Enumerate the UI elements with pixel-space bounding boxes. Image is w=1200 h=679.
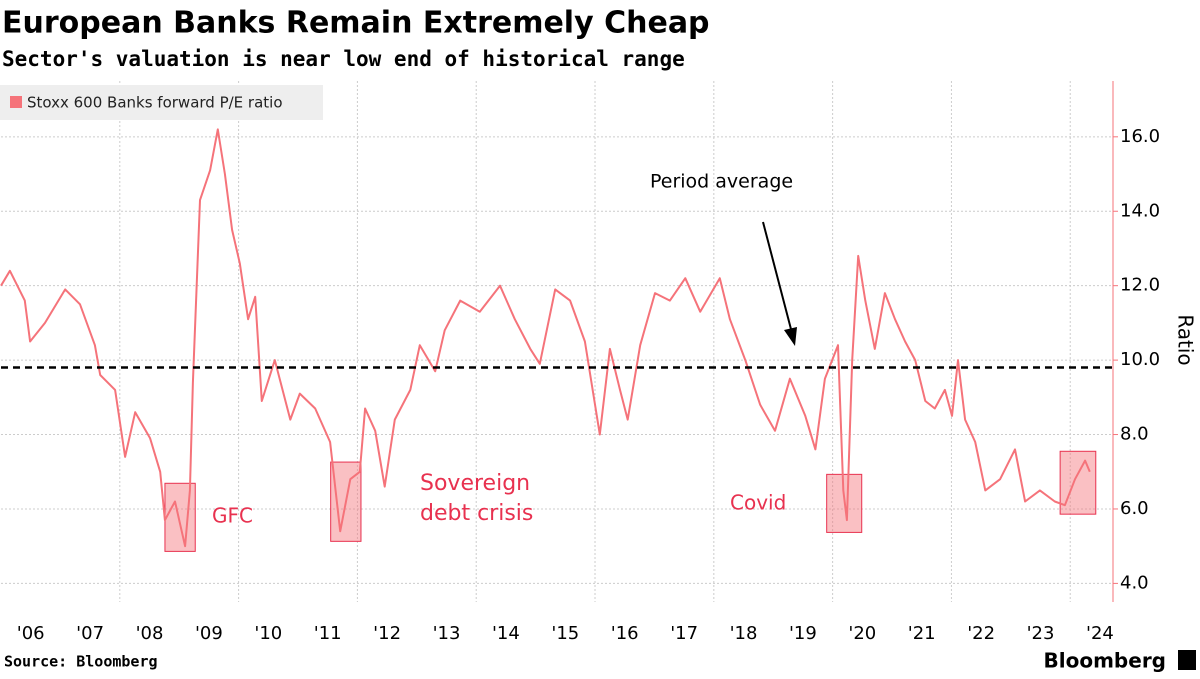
source: Source: Bloomberg	[4, 653, 158, 671]
y-tick-label: 6.0	[1120, 498, 1149, 519]
y-tick-label: 16.0	[1120, 126, 1160, 147]
highlight-label: GFC	[212, 504, 253, 528]
x-tick-label: '08	[136, 623, 164, 644]
x-tick-label: '10	[254, 623, 282, 644]
arrow-head	[784, 327, 797, 346]
x-tick-label: '23	[1027, 623, 1055, 644]
x-tick-label: '14	[492, 623, 520, 644]
x-tick-label: '06	[17, 623, 45, 644]
highlight-box	[164, 482, 196, 552]
x-tick-label: '13	[433, 623, 461, 644]
reference-label: Period average	[650, 171, 793, 193]
x-tick-label: '22	[967, 623, 995, 644]
x-tick-label: '19	[789, 623, 817, 644]
brand: Bloomberg	[1044, 649, 1166, 673]
y-tick-label: 10.0	[1120, 349, 1160, 370]
highlight-label: Sovereign debt crisis	[420, 471, 533, 526]
x-tick-label: '11	[314, 623, 342, 644]
chart-title: European Banks Remain Extremely Cheap	[2, 6, 710, 41]
x-tick-label: '15	[551, 623, 579, 644]
brand-icon	[1178, 650, 1196, 670]
x-tick-label: '21	[908, 623, 936, 644]
data-line	[0, 128, 1091, 548]
x-tick-label: '16	[611, 623, 639, 644]
legend-background	[0, 85, 323, 120]
x-tick-label: '18	[730, 623, 758, 644]
x-tick-label: '07	[76, 623, 104, 644]
y-tick-label: 14.0	[1120, 200, 1160, 221]
x-tick-label: '09	[195, 623, 223, 644]
x-tick-label: '12	[373, 623, 401, 644]
legend-swatch	[10, 96, 22, 108]
legend: Stoxx 600 Banks forward P/E ratio	[0, 85, 323, 120]
y-tick-label: 12.0	[1120, 275, 1160, 296]
y-tick-label: 8.0	[1120, 424, 1149, 445]
y-axis-label: Ratio	[1174, 314, 1198, 365]
arrow	[762, 221, 793, 334]
x-tick-label: '24	[1086, 623, 1114, 644]
x-tick-label: '20	[848, 623, 876, 644]
x-tick-label: '17	[670, 623, 698, 644]
y-tick-label: 4.0	[1120, 572, 1149, 593]
legend-label: Stoxx 600 Banks forward P/E ratio	[27, 94, 283, 112]
chart-subtitle: Sector's valuation is near low end of hi…	[2, 47, 685, 71]
plot: GFC Sovereign debt crisis Covid	[0, 81, 1113, 602]
highlight-label: Covid	[730, 491, 786, 515]
